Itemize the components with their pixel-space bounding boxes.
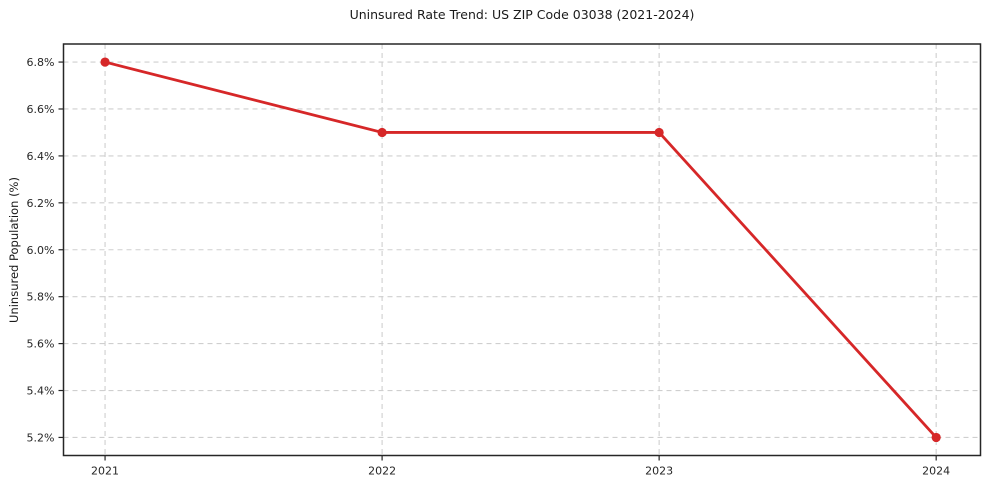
y-tick-label: 6.0% (27, 244, 55, 257)
y-tick-label: 6.8% (27, 56, 55, 69)
data-point-marker (377, 127, 387, 138)
y-tick-label: 5.6% (27, 338, 55, 351)
y-axis-label: Uninsured Population (%) (7, 177, 21, 323)
x-tick-label: 2021 (91, 465, 119, 478)
y-tick-label: 6.4% (27, 150, 55, 163)
y-tick-label: 5.2% (27, 431, 55, 444)
data-point-marker (100, 57, 110, 67)
y-tick-label: 6.6% (27, 103, 55, 116)
x-tick-label: 2023 (645, 465, 673, 478)
data-point-marker (931, 432, 941, 443)
data-point-marker (654, 127, 664, 138)
chart-title: Uninsured Rate Trend: US ZIP Code 03038 … (349, 7, 695, 22)
trend-line (103, 60, 938, 439)
y-tick-label: 5.8% (27, 291, 55, 304)
y-tick-label: 5.4% (27, 385, 55, 398)
plot-border (62, 43, 982, 457)
x-tick-label: 2024 (922, 465, 950, 478)
y-tick-label: 6.2% (27, 197, 55, 210)
x-tick-label: 2022 (368, 465, 396, 478)
